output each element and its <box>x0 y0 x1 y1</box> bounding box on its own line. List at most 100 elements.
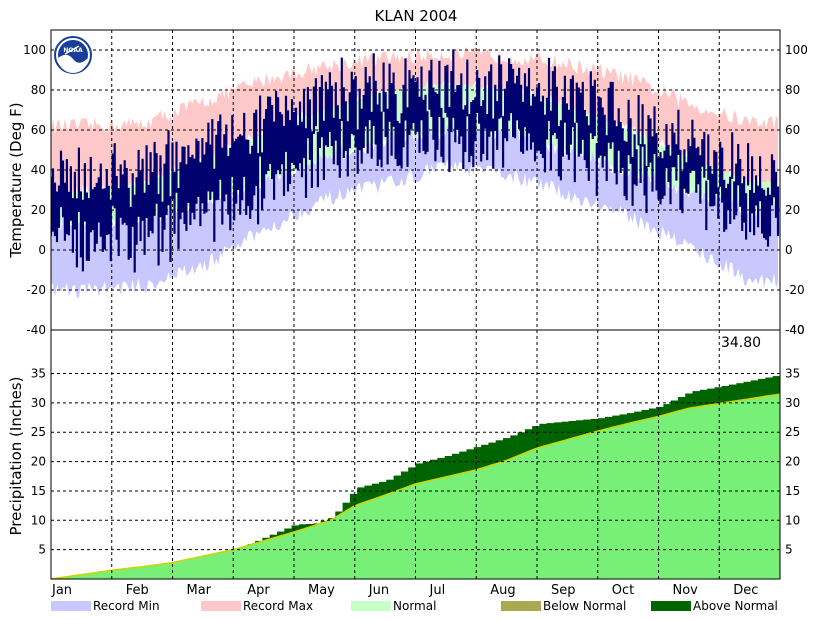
above-normal-segment <box>269 534 274 539</box>
above-normal-segment <box>710 388 715 405</box>
precipitation-panel: 5 10 15 20 25 30 35 5 10 15 20 25 30 35 -40 Precipita… <box>7 323 805 580</box>
above-normal-segment <box>492 442 496 465</box>
above-normal-segment <box>342 502 347 513</box>
above-normal-segment <box>371 483 376 500</box>
above-normal-segment <box>448 456 453 477</box>
above-normal-segment <box>677 397 682 412</box>
above-normal-segment <box>302 524 307 530</box>
legend-swatch <box>51 601 91 611</box>
precip-ytick-label-right: 20 <box>785 455 800 469</box>
precip-ytick-label: 20 <box>31 455 46 469</box>
precip-ytick-label: 15 <box>31 484 46 498</box>
x-tick-label: Aug <box>490 583 515 598</box>
above-normal-segment <box>561 421 566 442</box>
x-tick-label: Nov <box>673 583 699 598</box>
above-normal-segment <box>605 416 609 430</box>
above-normal-segment <box>517 432 522 456</box>
legend-item: Above Normal <box>651 599 778 613</box>
above-normal-segment <box>729 384 733 402</box>
legend: Record Min Record Max Normal Below Normal Ab… <box>51 599 778 613</box>
above-normal-segment <box>685 393 690 410</box>
above-normal-segment <box>397 475 402 491</box>
above-normal-segment <box>441 457 445 478</box>
above-normal-segment <box>306 524 311 529</box>
legend-label: Above Normal <box>693 599 778 613</box>
legend-item: Normal <box>351 599 436 613</box>
x-tick-label: Jun <box>368 583 389 598</box>
above-normal-segment <box>379 481 384 498</box>
above-normal-segment <box>462 451 467 473</box>
precip-ytick-label-right: -40 <box>785 323 805 337</box>
legend-label: Normal <box>393 599 436 613</box>
above-normal-segment <box>430 459 435 481</box>
above-normal-segment <box>360 487 365 504</box>
above-normal-segment <box>750 380 755 399</box>
above-normal-segment <box>575 420 580 438</box>
above-normal-segment <box>630 413 635 423</box>
noaa-logo: NOAA <box>54 36 92 74</box>
precipitation-axis-label: Precipitation (Inches) <box>7 377 25 536</box>
above-normal-segment <box>667 404 671 415</box>
above-normal-segment <box>656 406 661 417</box>
legend-item: Record Min <box>51 599 160 613</box>
above-normal-segment <box>284 528 289 535</box>
above-normal-segment <box>754 380 759 399</box>
above-normal-segment <box>772 376 777 396</box>
above-normal-segment <box>280 531 285 536</box>
temp-ytick-label: 60 <box>31 123 46 137</box>
precipitation-total-annotation: 34.80 <box>721 335 761 351</box>
precip-ytick-label-right: 35 <box>785 367 800 381</box>
temp-ytick-label-right: 60 <box>785 123 800 137</box>
above-normal-segment <box>419 463 424 484</box>
x-tick-label: Jan <box>51 583 72 598</box>
x-tick-label: Dec <box>733 583 758 598</box>
above-normal-segment <box>739 383 744 401</box>
precip-ytick-label-right: 5 <box>785 543 793 557</box>
above-normal-segment <box>572 421 577 439</box>
temp-ytick-label: 100 <box>23 43 46 57</box>
legend-label: Below Normal <box>543 599 626 613</box>
above-normal-segment <box>426 461 431 482</box>
above-normal-segment <box>765 377 770 397</box>
above-normal-segment <box>510 435 515 459</box>
above-normal-segment <box>488 442 493 467</box>
x-tick-label: Feb <box>126 583 149 598</box>
above-normal-segment <box>455 453 460 475</box>
above-normal-segment <box>495 440 500 464</box>
above-normal-segment <box>674 400 679 413</box>
above-normal-segment <box>564 421 569 441</box>
above-normal-segment <box>594 418 599 433</box>
precip-ytick-label: 10 <box>31 513 46 527</box>
precip-ytick-label: 30 <box>31 396 46 410</box>
above-normal-segment <box>484 444 489 468</box>
temp-ytick-label-right: -40 <box>785 323 805 337</box>
above-normal-segment <box>503 438 507 462</box>
temp-ytick-label: 80 <box>31 83 46 97</box>
above-normal-segment <box>659 406 664 416</box>
temp-ytick-label: -20 <box>26 283 46 297</box>
above-normal-segment <box>721 386 726 404</box>
above-normal-segment <box>688 393 693 409</box>
x-tick-label: Apr <box>247 583 270 598</box>
above-normal-segment <box>532 426 537 451</box>
temp-ytick-label: 0 <box>38 243 46 257</box>
above-normal-segment <box>758 378 763 398</box>
temp-ytick-label-right: 100 <box>785 43 808 57</box>
above-normal-segment <box>626 413 631 424</box>
above-normal-segment <box>608 416 613 429</box>
above-normal-segment <box>400 471 405 490</box>
above-normal-segment <box>554 422 558 444</box>
above-normal-segment <box>277 531 281 537</box>
above-normal-segment <box>637 411 642 422</box>
above-normal-segment <box>597 418 602 432</box>
above-normal-segment <box>364 485 369 503</box>
above-normal-segment <box>459 451 464 474</box>
above-normal-segment <box>386 479 391 495</box>
above-normal-segment <box>736 383 741 401</box>
temp-ytick-label-right: 20 <box>785 203 800 217</box>
legend-item: Record Max <box>201 599 313 613</box>
temp-ytick-label: 40 <box>31 163 46 177</box>
above-normal-segment <box>732 384 737 402</box>
above-normal-segment <box>408 467 413 487</box>
above-normal-segment <box>422 461 427 483</box>
